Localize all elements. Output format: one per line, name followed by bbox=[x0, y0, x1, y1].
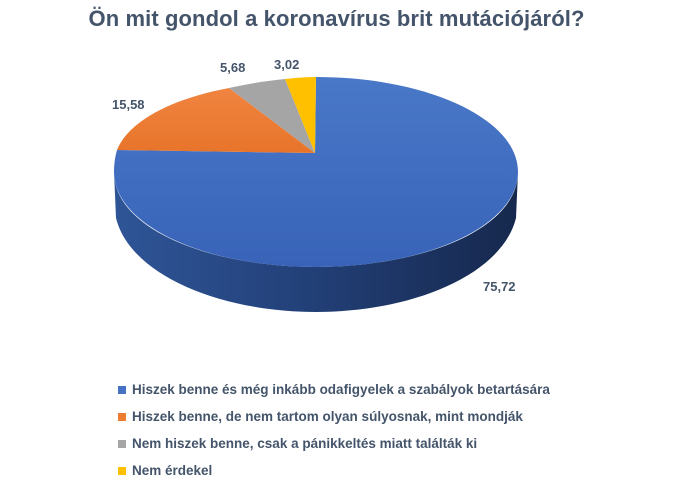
legend-item[interactable]: Hiszek benne, de nem tartom olyan súlyos… bbox=[118, 403, 550, 430]
pie-slice-s2[interactable] bbox=[229, 79, 315, 153]
pie-slice-s1[interactable] bbox=[117, 88, 315, 153]
pie-slice-s3[interactable] bbox=[285, 77, 316, 153]
legend-label: Hiszek benne, de nem tartom olyan súlyos… bbox=[132, 409, 523, 424]
legend-item[interactable]: Hiszek benne és még inkább odafigyelek a… bbox=[118, 376, 550, 403]
legend-label: Hiszek benne és még inkább odafigyelek a… bbox=[132, 382, 550, 397]
legend-marker-gray bbox=[118, 439, 126, 448]
legend-marker-blue bbox=[118, 385, 126, 394]
pie-side-wall bbox=[114, 172, 518, 312]
chart-title: Ön mit gondol a koronavírus brit mutáció… bbox=[88, 6, 585, 31]
legend-item[interactable]: Nem hiszek benne, csak a pánikkeltés mia… bbox=[118, 430, 550, 457]
legend-marker-orange bbox=[118, 412, 126, 421]
pie-slice-s0[interactable] bbox=[114, 77, 518, 267]
legend-marker-yellow bbox=[118, 466, 126, 475]
data-label-s1: 15,58 bbox=[112, 97, 145, 112]
legend-label: Nem érdekel bbox=[132, 463, 213, 478]
data-label-s2: 5,68 bbox=[220, 60, 246, 75]
data-label-s3: 3,02 bbox=[274, 57, 300, 72]
legend-label: Nem hiszek benne, csak a pánikkeltés mia… bbox=[132, 436, 478, 451]
data-label-s0: 75,72 bbox=[483, 279, 516, 294]
chart-legend: Hiszek benne és még inkább odafigyelek a… bbox=[118, 376, 550, 484]
legend-item[interactable]: Nem érdekel bbox=[118, 457, 550, 484]
